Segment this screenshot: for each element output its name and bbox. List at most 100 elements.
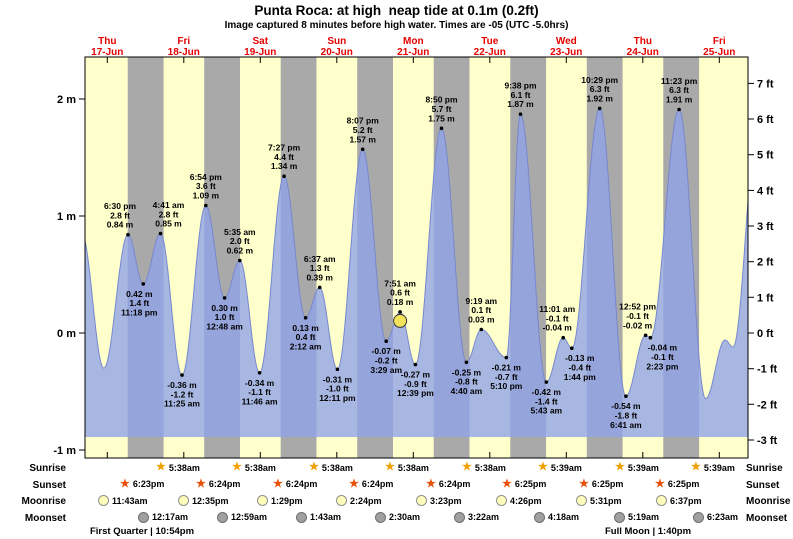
tide-extreme-dot (439, 126, 444, 131)
tide-annotation-line: -0.04 m (648, 343, 678, 353)
tide-annotation-line: 1.0 ft (215, 312, 235, 322)
tide-annotation-line: 5.7 ft (432, 104, 452, 114)
right-axis-label: 7 ft (757, 78, 774, 90)
moonset-disc-icon (138, 511, 149, 523)
astro-row-label-left: Sunrise (29, 463, 66, 474)
tide-annotation-line: 6:37 am (304, 254, 336, 264)
tide-annotation-line: 2:12 am (290, 341, 322, 351)
tide-annotation-line: 5:35 am (224, 227, 256, 237)
astro-row-label-right: Moonrise (746, 496, 791, 507)
tide-annotation-line: 6.3 ft (590, 84, 610, 94)
day-label-date: 17-Jun (91, 47, 123, 58)
right-axis-label: -3 ft (757, 435, 778, 447)
sunrise-star-icon: ★ (309, 461, 319, 473)
tide-extreme-dot (257, 371, 262, 375)
left-axis-label: 2 m (57, 94, 76, 106)
tide-annotation-line: 1.75 m (428, 113, 455, 123)
moonrise-disc-icon (178, 495, 189, 506)
moonrise-event: 4:26pm (496, 494, 542, 507)
moonset-disc-icon (375, 511, 386, 523)
tide-extreme-dot (282, 174, 286, 178)
tide-annotation-line: 1.91 m (666, 95, 693, 105)
moonrise-disc-icon (656, 495, 667, 506)
day-label-dow: Fri (713, 36, 726, 47)
tide-annotation-line: 4:40 am (451, 386, 483, 396)
tide-annotation-line: 1.87 m (507, 99, 534, 109)
day-label-date: 19-Jun (244, 47, 276, 58)
tide-annotation-line: -0.4 ft (568, 363, 591, 373)
right-axis-label: 0 ft (757, 328, 774, 340)
moon-phase-note: Full Moon | 1:40pm (604, 526, 692, 537)
astro-event-time: 5:19am (628, 512, 660, 522)
day-label-date: 25-Jun (703, 47, 735, 58)
tide-annotation-line: 11:18 pm (121, 308, 158, 318)
tide-annotation-line: 2.8 ft (110, 210, 130, 220)
tide-extreme-dot (561, 335, 565, 340)
astro-event-time: 5:38am (244, 462, 276, 473)
sunset-event: ★ 6:24pm (273, 478, 317, 491)
moonset-disc-icon (614, 511, 625, 523)
page-title: Punta Roca: at high neap tide at 0.1m (0… (254, 3, 539, 18)
tide-annotation-line: 0.30 m (211, 303, 238, 313)
moonset-disc-icon (693, 511, 704, 523)
tide-extreme-dot (413, 362, 418, 367)
tide-extreme-dot (360, 147, 365, 152)
day-label-date: 18-Jun (168, 47, 200, 58)
sunrise-event: ★ 5:38am (309, 461, 353, 474)
tide-annotation-line: -0.54 m (611, 401, 641, 411)
tide-annotation-line: 0.84 m (107, 220, 134, 230)
moonset-event: 12:59am (217, 511, 267, 524)
right-axis-label: 3 ft (757, 221, 774, 233)
sunset-star-icon: ★ (426, 477, 436, 490)
tide-extreme-dot (158, 231, 163, 236)
astro-event-time: 5:39am (703, 462, 735, 473)
moonrise-event: 3:23pm (416, 494, 462, 507)
tide-annotation-line: 2:23 pm (646, 361, 679, 371)
tide-annotation-line: 1.09 m (193, 191, 220, 201)
tide-annotation-line: 1.34 m (271, 161, 298, 171)
astro-event-time: 6:24pm (208, 479, 241, 489)
tide-annotation-line: -0.36 m (167, 380, 197, 390)
tide-annotation-line: -0.34 m (245, 378, 275, 388)
moonset-disc-icon (534, 511, 545, 523)
right-axis-label: 1 ft (757, 292, 774, 304)
moonset-disc-icon (296, 511, 307, 523)
tide-extreme-dot (398, 310, 402, 314)
moonrise-event: 2:24pm (336, 494, 382, 507)
sunset-event: ★ 6:24pm (349, 478, 393, 491)
astro-event-time: 11:43am (112, 495, 148, 506)
tide-annotation-line: 7:51 am (384, 278, 416, 288)
astro-event-time: 1:29pm (271, 495, 303, 506)
plot-frame (84, 56, 749, 459)
astro-event-time: 4:18am (548, 512, 580, 522)
tide-extreme-dot (597, 106, 602, 111)
tide-annotation-line: 0.39 m (306, 272, 333, 282)
astro-event-time: 5:38am (168, 462, 200, 473)
tide-extreme-dot (504, 355, 509, 360)
sunset-star-icon: ★ (196, 477, 206, 490)
moonrise-disc-icon (98, 495, 109, 506)
tide-extreme-dot (464, 360, 469, 365)
right-axis-label: 6 ft (757, 114, 774, 126)
tide-annotation-line: 1.4 ft (129, 298, 149, 308)
sunrise-star-icon: ★ (615, 461, 625, 473)
moonset-event: 12:17am (138, 511, 188, 524)
tide-annotation-line: 0.42 m (126, 289, 153, 299)
tide-annotation-line: -0.9 ft (404, 379, 427, 389)
sunset-event: ★ 6:23pm (120, 478, 164, 491)
tide-extreme-dot (126, 232, 130, 237)
tide-annotation-line: -0.7 ft (495, 372, 518, 382)
tide-annotation-line: -0.13 m (565, 353, 595, 363)
moonset-event: 1:43am (296, 511, 341, 524)
right-axis-label: -1 ft (757, 364, 778, 376)
right-axis-label: -2 ft (757, 399, 778, 411)
tide-extreme-dot (643, 333, 648, 338)
astro-event-time: 5:38am (474, 462, 506, 473)
left-axis-label: 0 m (57, 328, 76, 340)
sunset-star-icon: ★ (273, 477, 283, 490)
sunset-star-icon: ★ (349, 477, 359, 490)
tide-annotation-line: 2.0 ft (230, 236, 250, 246)
tide-annotation-line: 1.57 m (349, 134, 376, 144)
sunrise-event: ★ 5:38am (232, 461, 276, 474)
astro-event-time: 12:59am (231, 512, 268, 522)
